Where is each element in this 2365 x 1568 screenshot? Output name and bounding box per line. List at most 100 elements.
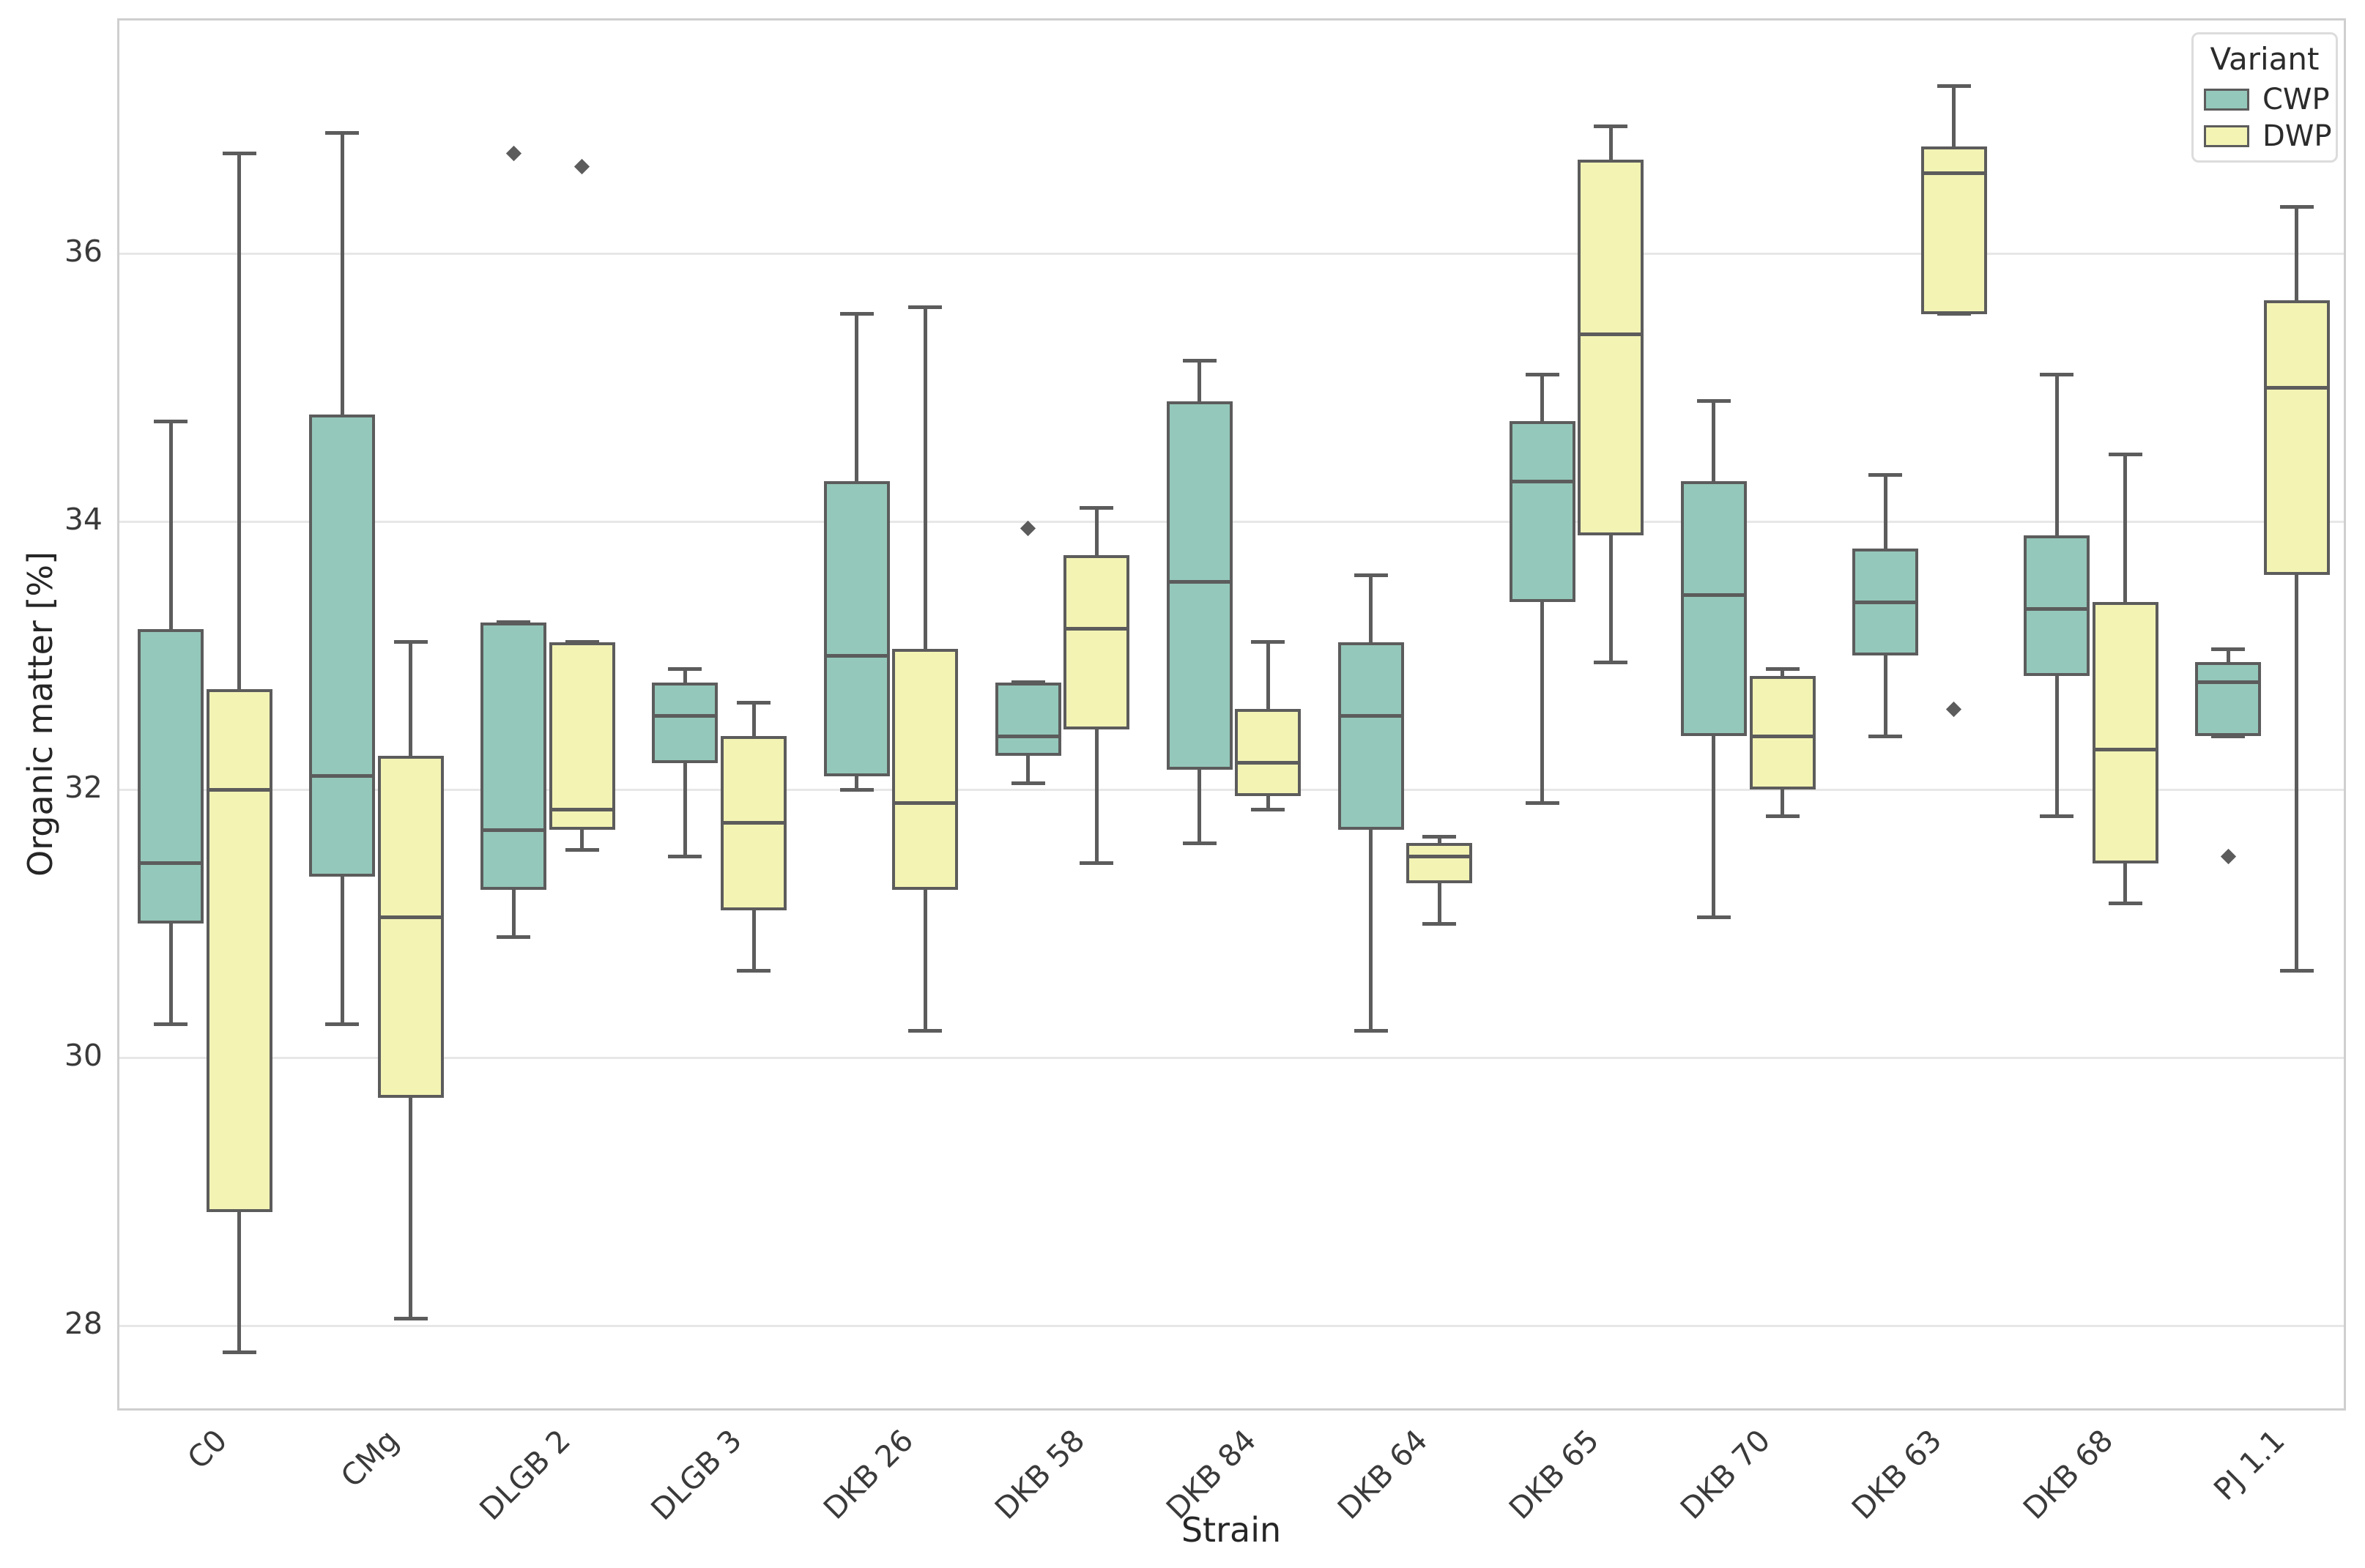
box-DWP-dlgb-2 — [549, 642, 615, 831]
whisker-cap-high-CWP-dkb-63 — [1868, 472, 1902, 477]
median-CWP-dkb-68 — [2027, 606, 2087, 611]
whisker-cap-low-CWP-dkb-70 — [1696, 915, 1731, 919]
x-tick-label-dlgb-3: DLGB 3 — [644, 1422, 749, 1528]
median-CWP-dkb-70 — [1683, 593, 1744, 598]
y-axis-label: Organic matter [%] — [21, 551, 60, 877]
whisker-cap-low-DWP-cmg — [393, 1317, 428, 1321]
x-axis-label: Strain — [1181, 1510, 1282, 1550]
box-DWP-dkb-58 — [1063, 555, 1130, 729]
y-tick-label: 28 — [64, 1306, 103, 1342]
x-tick-label-c0: C0 — [180, 1422, 234, 1476]
whisker-cap-high-CWP-c0 — [154, 419, 188, 423]
y-tick-label: 32 — [64, 770, 103, 806]
whisker-cap-low-CWP-dkb-58 — [1011, 781, 1045, 785]
box-DWP-dkb-65 — [1578, 160, 1644, 535]
median-CWP-c0 — [141, 861, 201, 866]
median-DWP-dkb-58 — [1066, 627, 1127, 631]
box-CWP-dkb-68 — [2024, 535, 2090, 676]
legend-label-cwp: CWP — [2262, 83, 2330, 116]
whisker-cap-high-DWP-c0 — [222, 151, 256, 155]
whisker-cap-high-DWP-dkb-68 — [2108, 453, 2142, 457]
y-tick-label: 36 — [64, 234, 103, 270]
median-CWP-dkb-65 — [1512, 479, 1573, 483]
whisker-cap-high-CWP-dlgb-3 — [668, 667, 702, 672]
median-CWP-dlgb-2 — [483, 828, 544, 832]
plot-area — [117, 18, 2346, 1411]
whisker-cap-low-CWP-c0 — [154, 1022, 188, 1026]
box-CWP-pj-1.1 — [2195, 662, 2262, 737]
median-DWP-cmg — [380, 915, 441, 919]
legend-entry-cwp: CWP — [2204, 84, 2330, 115]
box-CWP-dkb-70 — [1680, 481, 1747, 737]
gridline-36 — [119, 252, 2344, 255]
box-DWP-dkb-64 — [1406, 843, 1473, 884]
x-tick-label-dlgb-2: DLGB 2 — [472, 1422, 577, 1528]
whisker-cap-high-CWP-pj-1.1 — [2211, 647, 2246, 651]
median-DWP-dkb-64 — [1409, 855, 1470, 859]
x-tick-label-cmg: CMg — [334, 1422, 406, 1495]
whisker-cap-high-DWP-dkb-58 — [1080, 506, 1114, 510]
whisker-cap-low-CWP-dkb-65 — [1525, 801, 1559, 805]
whisker-cap-low-DWP-dkb-84 — [1251, 808, 1285, 812]
whisker-cap-low-DWP-dkb-26 — [908, 1029, 943, 1033]
whisker-cap-low-DWP-dkb-58 — [1080, 861, 1114, 866]
outlier-DWP-dlgb-2 — [574, 158, 590, 175]
whisker-cap-low-CWP-dkb-68 — [2040, 814, 2074, 819]
box-CWP-dkb-58 — [995, 682, 1061, 757]
box-DWP-dkb-84 — [1235, 709, 1302, 797]
whisker-cap-high-DWP-cmg — [393, 640, 428, 644]
whisker-cap-high-DWP-dkb-65 — [1594, 125, 1628, 129]
outlier-CWP-dlgb-2 — [505, 145, 521, 161]
x-tick-label-dkb-68: DKB 68 — [2016, 1422, 2120, 1526]
whisker-cap-low-DWP-dkb-68 — [2108, 902, 2142, 906]
outlier-DWP-dkb-63 — [1945, 701, 1962, 718]
whisker-cap-high-DWP-dkb-84 — [1251, 640, 1285, 644]
whisker-cap-low-DWP-dkb-65 — [1594, 660, 1628, 664]
y-tick-label: 30 — [64, 1038, 103, 1074]
whisker-cap-high-DWP-pj-1.1 — [2279, 204, 2314, 209]
box-DWP-cmg — [377, 756, 444, 1099]
median-CWP-dkb-64 — [1340, 714, 1401, 718]
median-DWP-dkb-70 — [1752, 734, 1813, 738]
outlier-CWP-dkb-58 — [1020, 520, 1036, 537]
y-tick-label: 34 — [64, 502, 103, 538]
whisker-cap-low-DWP-dkb-64 — [1422, 921, 1457, 926]
median-DWP-dlgb-2 — [552, 808, 612, 812]
legend-title: Variant — [2210, 41, 2320, 77]
whisker-CWP-dlgb-3 — [683, 669, 687, 857]
box-CWP-dkb-64 — [1337, 642, 1404, 831]
whisker-cap-low-CWP-dkb-64 — [1354, 1029, 1388, 1033]
box-CWP-cmg — [309, 414, 376, 877]
whisker-cap-low-CWP-dkb-84 — [1182, 841, 1217, 845]
gridline-30 — [119, 1056, 2344, 1059]
box-DWP-dkb-68 — [2092, 602, 2158, 863]
gridline-28 — [119, 1324, 2344, 1327]
gridline-32 — [119, 788, 2344, 791]
whisker-cap-low-DWP-pj-1.1 — [2279, 968, 2314, 973]
box-DWP-pj-1.1 — [2263, 300, 2330, 576]
median-DWP-dkb-68 — [2095, 747, 2156, 751]
legend: Variant CWP DWP — [2191, 32, 2338, 163]
whisker-cap-low-DWP-dlgb-2 — [565, 848, 599, 852]
whisker-cap-high-CWP-dkb-26 — [839, 312, 874, 316]
box-CWP-dkb-65 — [1509, 421, 1575, 603]
box-CWP-dkb-84 — [1166, 401, 1233, 770]
whisker-cap-high-DWP-dkb-63 — [1937, 84, 1971, 89]
box-CWP-dkb-26 — [823, 481, 890, 776]
whisker-DWP-pj-1.1 — [2295, 207, 2299, 971]
whisker-cap-low-CWP-pj-1.1 — [2211, 734, 2246, 738]
whisker-cap-high-DWP-dlgb-3 — [737, 700, 771, 705]
box-DWP-dkb-26 — [892, 649, 959, 891]
x-tick-label-dkb-70: DKB 70 — [1673, 1422, 1778, 1526]
median-CWP-dkb-63 — [1855, 600, 1915, 604]
whisker-cap-low-CWP-dlgb-3 — [668, 855, 702, 859]
whisker-cap-low-DWP-dlgb-3 — [737, 968, 771, 973]
whisker-cap-high-DWP-dkb-26 — [908, 305, 943, 310]
whisker-cap-low-DWP-dkb-70 — [1765, 814, 1800, 819]
whisker-cap-low-CWP-cmg — [325, 1022, 360, 1026]
x-tick-label-dkb-58: DKB 58 — [987, 1422, 1091, 1526]
whisker-cap-high-CWP-dkb-68 — [2040, 372, 2074, 376]
median-DWP-dkb-26 — [895, 801, 956, 805]
whisker-cap-low-DWP-c0 — [222, 1350, 256, 1355]
